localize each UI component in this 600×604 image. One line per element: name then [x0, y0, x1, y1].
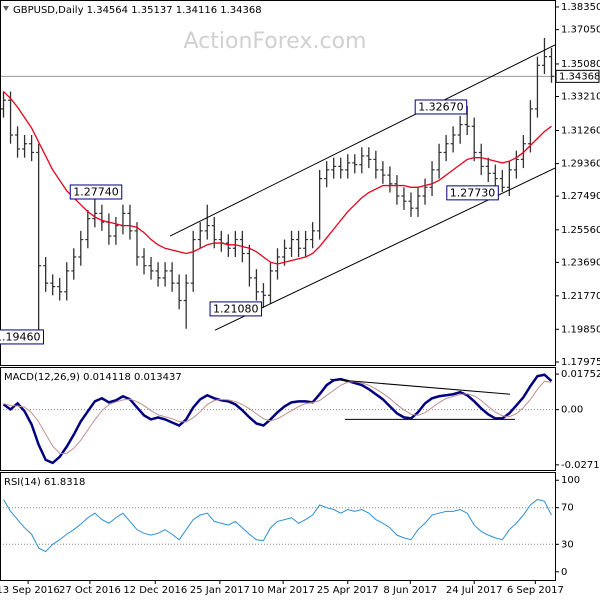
- y-tick-label: 1.33210: [561, 92, 600, 103]
- x-tick-label: 25 Jan 2017: [190, 585, 250, 596]
- y-tick-label: 1.19850: [561, 324, 600, 335]
- trendline: [214, 167, 555, 331]
- y-tick-label: 1.31260: [561, 125, 600, 136]
- y-tick-label: 1.21770: [561, 291, 600, 302]
- plot-area: [0, 498, 555, 553]
- annotation-label: 1.19460: [0, 330, 40, 343]
- annotation-label: 1.27730: [450, 186, 496, 199]
- last-price-box: [555, 69, 600, 83]
- annotation-box: [414, 99, 468, 115]
- moving-average: [3, 91, 552, 265]
- annotation-box: [209, 301, 263, 317]
- y-tick-label: 70: [561, 503, 574, 514]
- y-tick-label: 0.017521: [561, 369, 600, 380]
- annotation-box: [446, 185, 499, 201]
- panel-frame: [0, 367, 556, 471]
- y-tick-label: 1.27490: [561, 191, 600, 202]
- y-tick-label: 1.23690: [561, 257, 600, 268]
- x-tick-label: 12 Dec 2016: [123, 585, 187, 596]
- y-tick-label: 1.29360: [561, 159, 600, 170]
- y-tick-label: 0: [561, 567, 567, 578]
- y-tick-label: -0.027169: [561, 460, 600, 471]
- x-tick-label: 25 Apr 2017: [317, 585, 379, 596]
- trendline: [169, 44, 555, 237]
- x-tick-label: 6 Sep 2017: [507, 585, 564, 596]
- y-tick-label: 1.37050: [561, 25, 600, 36]
- y-tick-label: 100: [561, 475, 580, 486]
- macd-line: [2, 373, 553, 465]
- panel-frame: [0, 472, 556, 581]
- x-tick-label: 27 Oct 2016: [59, 585, 121, 596]
- y-tick-label: 1.35080: [561, 59, 600, 70]
- y-tick-label: 30: [561, 539, 574, 550]
- plot-area: [0, 373, 555, 465]
- last-price-label: 1.34368: [559, 71, 600, 82]
- x-tick-label: 13 Sep 2016: [0, 585, 60, 596]
- annotation-box: [0, 329, 44, 345]
- annotation-label: 1.32670: [418, 100, 464, 113]
- panel-frame: [0, 0, 556, 366]
- panel-title: MACD(12,26,9) 0.014118 0.013437: [4, 372, 182, 383]
- rsi-line: [3, 498, 552, 553]
- x-tick-label: 24 Jul 2017: [446, 585, 503, 596]
- annotation-label: 1.21080: [213, 302, 258, 315]
- panel-title: GBPUSD,Daily 1.34564 1.35137 1.34116 1.3…: [13, 5, 262, 16]
- annotation-label: 1.27740: [73, 185, 119, 198]
- y-tick-label: 0.00: [561, 405, 583, 416]
- y-tick-label: 1.17975: [561, 357, 600, 368]
- trendline: [330, 378, 511, 395]
- x-tick-label: 10 Mar 2017: [251, 585, 314, 596]
- macd-line: [3, 380, 552, 454]
- watermark: ActionForex.com: [184, 29, 367, 54]
- y-tick-label: 1.25560: [561, 225, 600, 236]
- title-icon: [3, 6, 9, 11]
- x-tick-label: 8 Jun 2017: [383, 585, 437, 596]
- y-tick-label: 1.38350: [561, 2, 600, 13]
- annotation-box: [69, 184, 123, 200]
- panel-title: RSI(14) 61.8318: [4, 477, 85, 488]
